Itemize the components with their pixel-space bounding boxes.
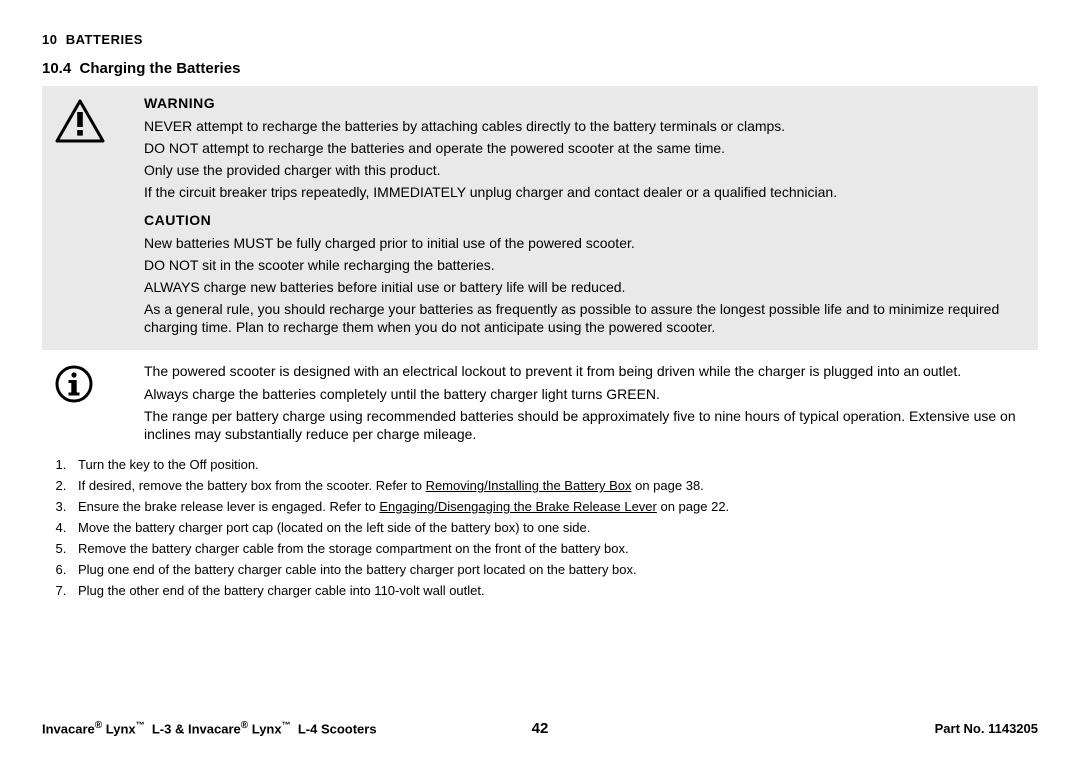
warning-line: DO NOT attempt to recharge the batteries… xyxy=(144,139,1026,157)
chapter-header: 10 BATTERIES xyxy=(42,32,1038,49)
step-item: Turn the key to the Off position. xyxy=(70,457,1038,474)
step-item: If desired, remove the battery box from … xyxy=(70,478,1038,495)
caution-line: As a general rule, you should recharge y… xyxy=(144,300,1026,336)
warning-line: If the circuit breaker trips repeatedly,… xyxy=(144,183,1026,201)
step-text: Remove the battery charger cable from th… xyxy=(78,541,629,556)
step-text: Plug the other end of the battery charge… xyxy=(78,583,485,598)
part-no: 1143205 xyxy=(988,721,1038,736)
footer-word: Lynx xyxy=(252,721,282,736)
info-icon-col xyxy=(54,362,144,404)
info-text-col: The powered scooter is designed with an … xyxy=(144,362,1026,447)
step-item: Plug the other end of the battery charge… xyxy=(70,583,1038,600)
trademark-mark: ™ xyxy=(282,720,291,730)
chapter-number: 10 xyxy=(42,32,57,47)
step-item: Move the battery charger port cap (locat… xyxy=(70,520,1038,537)
step-item: Remove the battery charger cable from th… xyxy=(70,541,1038,558)
warning-triangle-icon xyxy=(54,98,106,144)
part-label: Part No. xyxy=(935,721,985,736)
footer-part-number: Part No. 1143205 xyxy=(935,721,1038,738)
section-header: 10.4 Charging the Batteries xyxy=(42,59,1038,79)
footer-word: L-4 Scooters xyxy=(298,721,377,736)
steps-list: Turn the key to the Off position. If des… xyxy=(42,457,1038,599)
step-text: Plug one end of the battery charger cabl… xyxy=(78,562,637,577)
caution-line: DO NOT sit in the scooter while rechargi… xyxy=(144,256,1026,274)
step-text-post: on page 22. xyxy=(657,499,729,514)
step-text-pre: If desired, remove the battery box from … xyxy=(78,478,426,493)
step-item: Plug one end of the battery charger cabl… xyxy=(70,562,1038,579)
footer-word: L-3 & Invacare xyxy=(152,721,241,736)
warning-icon-col xyxy=(54,92,144,144)
info-line: The range per battery charge using recom… xyxy=(144,407,1026,443)
warning-line: NEVER attempt to recharge the batteries … xyxy=(144,117,1026,135)
info-line: The powered scooter is designed with an … xyxy=(144,362,1026,380)
chapter-title: BATTERIES xyxy=(66,32,143,47)
step-text: Move the battery charger port cap (locat… xyxy=(78,520,590,535)
trademark-mark: ™ xyxy=(136,720,145,730)
warning-line: Only use the provided charger with this … xyxy=(144,161,1026,179)
footer-word: Invacare xyxy=(42,721,95,736)
info-circle-icon xyxy=(54,364,94,404)
registered-mark: ® xyxy=(241,720,248,731)
step-item: Ensure the brake release lever is engage… xyxy=(70,499,1038,516)
manual-page: 10 BATTERIES 10.4 Charging the Batteries… xyxy=(0,0,1080,762)
step-text-pre: Ensure the brake release lever is engage… xyxy=(78,499,379,514)
footer-word: Lynx xyxy=(106,721,136,736)
footer-page-number: 42 xyxy=(532,719,549,739)
registered-mark: ® xyxy=(95,720,102,731)
step-link[interactable]: Engaging/Disengaging the Brake Release L… xyxy=(379,499,657,514)
section-number: 10.4 xyxy=(42,60,71,77)
step-link[interactable]: Removing/Installing the Battery Box xyxy=(426,478,632,493)
section-title: Charging the Batteries xyxy=(80,60,241,77)
footer-product: Invacare® Lynx™ L-3 & Invacare® Lynx™ L-… xyxy=(42,719,377,738)
info-line: Always charge the batteries completely u… xyxy=(144,385,1026,403)
caution-line: ALWAYS charge new batteries before initi… xyxy=(144,278,1026,296)
caution-line: New batteries MUST be fully charged prio… xyxy=(144,234,1026,252)
info-box: The powered scooter is designed with an … xyxy=(42,356,1038,451)
warning-heading: WARNING xyxy=(144,94,1026,112)
warning-caution-box: WARNING NEVER attempt to recharge the ba… xyxy=(42,86,1038,350)
caution-heading: CAUTION xyxy=(144,211,1026,229)
page-footer: Invacare® Lynx™ L-3 & Invacare® Lynx™ L-… xyxy=(42,719,1038,738)
step-text-post: on page 38. xyxy=(632,478,704,493)
step-text: Turn the key to the Off position. xyxy=(78,457,259,472)
warning-text-col: WARNING NEVER attempt to recharge the ba… xyxy=(144,92,1026,340)
